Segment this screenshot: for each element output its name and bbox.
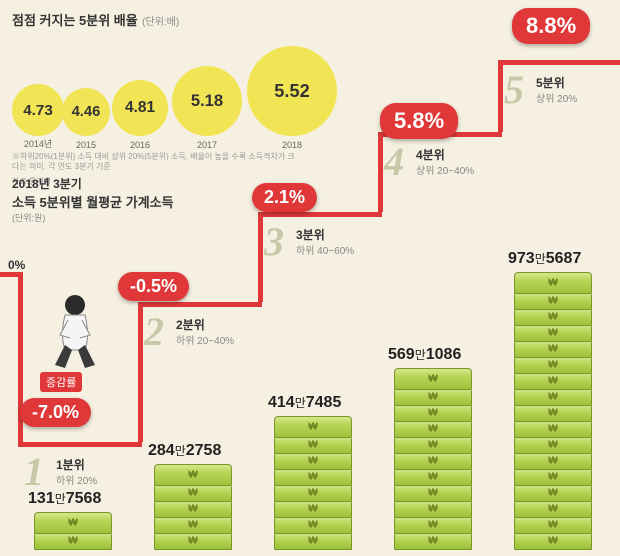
money-bundle [514, 340, 592, 358]
money-stack [394, 370, 472, 550]
quintile-number: 5 [504, 66, 524, 113]
money-bundle [274, 416, 352, 438]
growth-rate-badge: 2.1% [252, 183, 317, 212]
quintile-label: 5분위 [536, 74, 565, 91]
income-value: 973만5687 [508, 250, 581, 268]
quintile-range: 하위 20~40% [176, 332, 234, 347]
money-bundle [394, 532, 472, 550]
money-bundle [514, 468, 592, 486]
money-bundle [34, 512, 112, 534]
money-bundle [394, 484, 472, 502]
money-bundle [514, 324, 592, 342]
money-bundle [394, 388, 472, 406]
money-bundle [394, 452, 472, 470]
money-bundle [154, 532, 232, 550]
quintile-range: 상위 20% [536, 90, 577, 105]
growth-rate-badge: -7.0% [20, 398, 91, 427]
money-bundle [154, 500, 232, 518]
growth-rate-badge: -0.5% [118, 272, 189, 301]
money-bundle [274, 468, 352, 486]
money-bundle [274, 532, 352, 550]
money-bundle [394, 404, 472, 422]
money-bundle [394, 420, 472, 438]
money-bundle [394, 436, 472, 454]
money-bundle [514, 292, 592, 310]
quintile-range: 상위 20~40% [416, 162, 474, 177]
stair-tread [138, 302, 262, 307]
stair-tread [258, 212, 382, 217]
money-bundle [394, 368, 472, 390]
zero-percent-label: 0% [8, 258, 25, 272]
money-bundle [514, 308, 592, 326]
money-bundle [154, 464, 232, 486]
quintile-number: 1 [24, 448, 44, 495]
stair-riser [258, 212, 263, 302]
money-bundle [514, 420, 592, 438]
money-bundle [274, 452, 352, 470]
quintile-number: 3 [264, 218, 284, 265]
money-bundle [514, 532, 592, 550]
money-bundle [514, 356, 592, 374]
stair-riser [138, 302, 143, 442]
growth-rate-badge: 8.8% [512, 8, 590, 44]
quintile-label: 3분위 [296, 226, 325, 243]
money-stack [274, 418, 352, 550]
rate-word-label: 증감률 [40, 372, 82, 392]
money-bundle [514, 388, 592, 406]
money-bundle [274, 516, 352, 534]
money-bundle [394, 516, 472, 534]
money-bundle [394, 468, 472, 486]
money-bundle [274, 484, 352, 502]
quintile-label: 2분위 [176, 316, 205, 333]
money-bundle [514, 484, 592, 502]
sitting-person-illustration [40, 290, 110, 370]
growth-rate-badge: 5.8% [380, 103, 458, 139]
money-bundle [154, 484, 232, 502]
income-value: 284만2758 [148, 442, 221, 460]
money-stack [514, 274, 592, 550]
stair-riser [378, 132, 383, 212]
money-bundle [514, 516, 592, 534]
money-bundle [514, 372, 592, 390]
money-bundle [154, 516, 232, 534]
quintile-number: 4 [384, 138, 404, 185]
money-stack [34, 514, 112, 550]
stair-chart: 0% 증감률 1 1분위하위 20% -7.0% 131만7568 2 2분위하위 20~… [0, 0, 620, 556]
money-bundle [274, 500, 352, 518]
quintile-label: 4분위 [416, 146, 445, 163]
money-bundle [274, 436, 352, 454]
money-bundle [514, 404, 592, 422]
money-stack [154, 466, 232, 550]
income-value: 569만1086 [388, 346, 461, 364]
stair-riser [498, 60, 503, 132]
quintile-range: 하위 40~60% [296, 242, 354, 257]
money-bundle [514, 452, 592, 470]
quintile-range: 하위 20% [56, 472, 97, 487]
money-bundle [34, 532, 112, 550]
money-bundle [394, 500, 472, 518]
money-bundle [514, 436, 592, 454]
stair-tread [498, 60, 620, 65]
money-bundle [514, 500, 592, 518]
money-bundle [514, 272, 592, 294]
quintile-label: 1분위 [56, 456, 85, 473]
income-value: 131만7568 [28, 490, 101, 508]
quintile-number: 2 [144, 308, 164, 355]
income-value: 414만7485 [268, 394, 341, 412]
stair-tread [18, 442, 142, 447]
stair-tread [0, 272, 20, 277]
